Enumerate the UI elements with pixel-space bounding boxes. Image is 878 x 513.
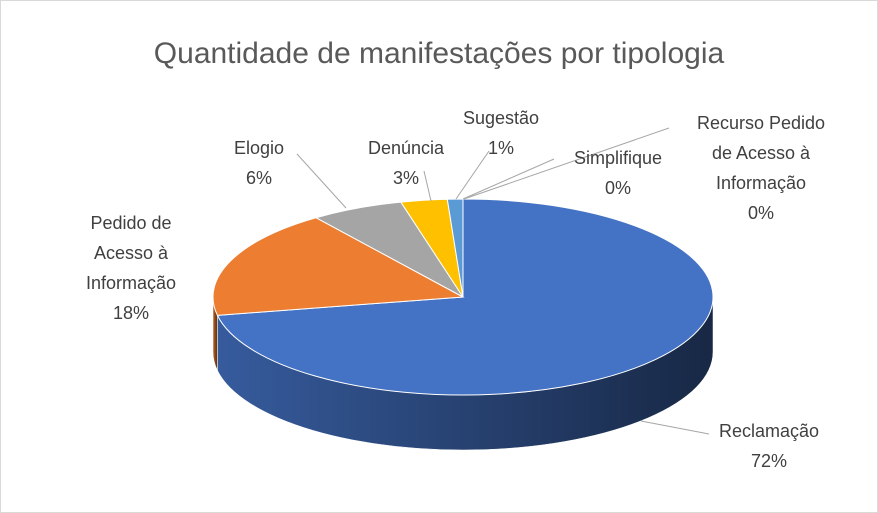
leader-line [455,150,490,200]
data-label: Sugestão 1% [451,103,551,163]
value-label: 18% [112,303,150,323]
category-label: Elogio [233,138,285,158]
pie-slice [216,198,714,396]
pie-slice [212,217,465,316]
category-label: Simplifique [573,148,663,168]
value-label: 1% [487,138,514,158]
value-label: 6% [245,168,272,188]
category-label: Sugestão [462,108,540,128]
category-label: Reclamação [718,421,820,441]
value-label: 72% [750,451,788,471]
leader-line [462,158,555,200]
value-label: 0% [747,203,774,223]
data-label: Recurso Pedido de Acesso à Informação 0% [686,108,836,228]
data-label: Denúncia 3% [356,133,456,193]
category-label: Denúncia [367,138,445,158]
leader-line [463,127,670,200]
data-label: Simplifique 0% [558,143,678,203]
category-label: Pedido de Acesso à Informação [85,213,177,293]
value-label: 3% [392,168,419,188]
data-label: Pedido de Acesso à Informação 18% [69,208,194,328]
chart-title: Quantidade de manifestações por tipologi… [153,37,725,70]
leader-line [423,170,432,202]
value-label: 0% [604,178,631,198]
leader-line [640,420,710,435]
data-label: Elogio 6% [214,133,304,193]
leader-line [296,153,347,209]
category-label: Recurso Pedido de Acesso à Informação [696,113,826,193]
data-label: Reclamação 72% [699,416,839,476]
